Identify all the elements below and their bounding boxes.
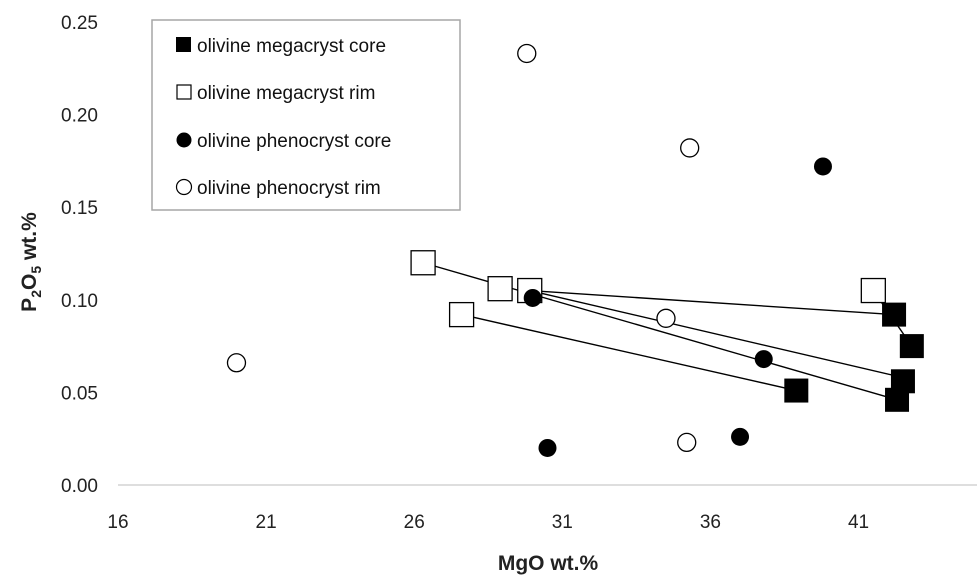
- x-axis-title: MgO wt.%: [498, 552, 599, 575]
- legend-label-phenocryst-core: olivine phenocryst core: [197, 131, 391, 152]
- x-tick-label: 16: [107, 512, 128, 533]
- x-tick-label: 31: [552, 512, 573, 533]
- megacryst-rim-point: [448, 301, 475, 328]
- legend-box: [151, 19, 461, 211]
- y-tick-label: 0.05: [61, 383, 98, 404]
- phenocryst-rim-point: [677, 432, 697, 453]
- megacryst-core-point: [899, 334, 924, 359]
- tie-line: [461, 313, 797, 392]
- tie-line: [529, 289, 904, 379]
- megacryst-core-point: [885, 387, 910, 412]
- x-tick-labels: 16 21 26 31 36 41: [107, 512, 869, 533]
- phenocryst-core-point: [731, 427, 750, 446]
- phenocryst-rim-point: [517, 43, 537, 64]
- legend-label-megacryst-core: olivine megacryst core: [197, 36, 386, 57]
- y-tick-label: 0.10: [61, 291, 98, 312]
- legend-label-phenocryst-rim: olivine phenocryst rim: [197, 178, 381, 199]
- y-tick-labels: 0.00 0.05 0.10 0.15 0.20 0.25: [61, 13, 98, 497]
- y-tick-label: 0.25: [61, 13, 98, 34]
- y-tick-label: 0.00: [61, 476, 98, 497]
- x-tick-label: 21: [256, 512, 277, 533]
- megacryst-rim-point: [860, 277, 886, 304]
- y-tick-label: 0.15: [61, 198, 98, 219]
- legend-marker-megacryst-core: [176, 37, 191, 52]
- phenocryst-core-point: [538, 438, 557, 457]
- y-axis-title: P2O5 wt.%: [18, 212, 44, 312]
- tie-line: [529, 289, 895, 316]
- phenocryst-rim-point: [680, 138, 700, 158]
- megacryst-core-point: [882, 302, 907, 327]
- phenocryst-rim-point: [656, 308, 676, 328]
- legend-marker-megacryst-rim: [176, 84, 192, 100]
- legend-marker-phenocryst-rim: [175, 178, 193, 196]
- x-tick-label: 41: [848, 512, 869, 533]
- legend-marker-phenocryst-core: [176, 132, 192, 148]
- megacryst-rim-point: [410, 250, 436, 276]
- phenocryst-core-point: [754, 350, 773, 369]
- megacryst-rim-point: [487, 276, 513, 302]
- x-tick-label: 36: [700, 512, 721, 533]
- x-tick-label: 26: [404, 512, 425, 533]
- legend-label-megacryst-rim: olivine megacryst rim: [197, 83, 375, 104]
- megacryst-core-point: [784, 378, 809, 403]
- phenocryst-rim-point: [226, 353, 247, 373]
- phenocryst-core-point: [813, 157, 832, 176]
- data-points: [226, 43, 924, 457]
- y-tick-label: 0.20: [61, 106, 98, 127]
- phenocryst-core-point: [523, 288, 542, 307]
- legend: olivine megacryst core olivine megacryst…: [151, 19, 461, 211]
